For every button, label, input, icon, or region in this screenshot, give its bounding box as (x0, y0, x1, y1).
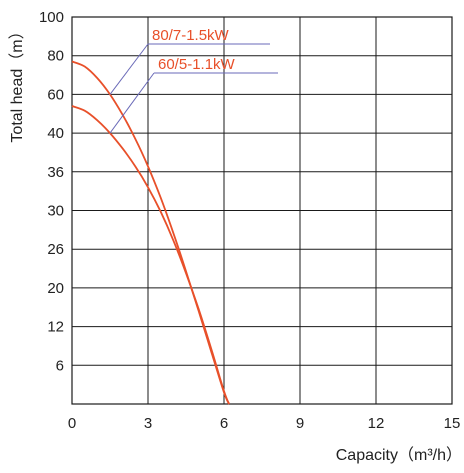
series-curve (71, 105, 230, 405)
y-axis-title: Total head（m） (8, 23, 26, 142)
y-tick-label: 30 (47, 203, 64, 220)
series-curve (71, 60, 230, 405)
series-label: 80/7-1.5kW (152, 27, 230, 44)
y-tick-label: 26 (47, 241, 64, 258)
x-tick-label: 15 (444, 415, 461, 432)
series-labels: 80/7-1.5kW 60/5-1.1kW (152, 27, 236, 73)
x-tick-label: 3 (144, 415, 152, 432)
y-tick-label: 80 (47, 48, 64, 65)
y-tick-label: 20 (47, 280, 64, 297)
x-tick-label: 6 (220, 415, 228, 432)
y-tick-label: 6 (56, 357, 64, 374)
x-tick-label: 0 (68, 415, 76, 432)
leader-line (109, 72, 155, 134)
y-tick-labels: 100 80 60 40 36 30 26 20 12 6 (39, 9, 64, 374)
y-tick-label: 100 (39, 9, 64, 26)
y-tick-label: 36 (47, 164, 64, 181)
y-tick-label: 60 (47, 86, 64, 103)
x-tick-label: 9 (296, 415, 304, 432)
curves (71, 60, 230, 405)
y-tick-label: 40 (47, 125, 64, 142)
x-axis-title: Capacity（m³/h） (336, 446, 462, 464)
y-tick-label: 12 (47, 319, 64, 336)
label-leaders (109, 43, 278, 134)
series-label: 60/5-1.1kW (158, 56, 236, 73)
leader-line (109, 43, 149, 95)
x-tick-label: 12 (368, 415, 385, 432)
x-tick-labels: 0 3 6 9 12 15 (68, 415, 461, 432)
grid (71, 16, 453, 405)
